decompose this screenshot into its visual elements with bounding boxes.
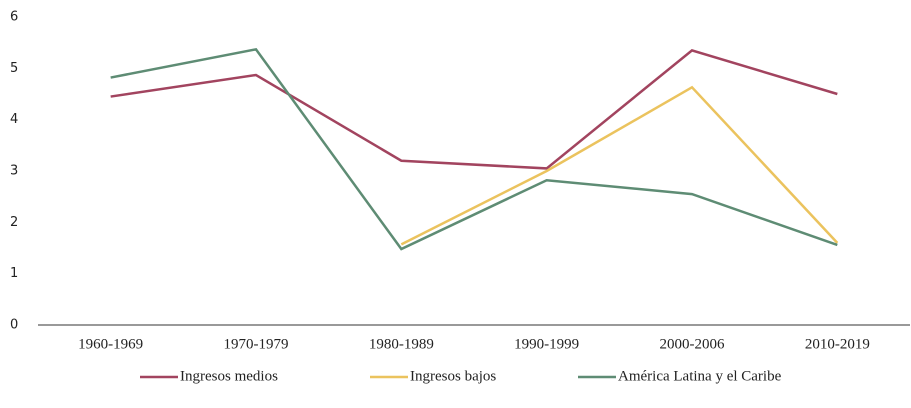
x-tick-label: 1980-1989 [369,336,434,352]
legend-label: Ingresos bajos [410,368,496,384]
x-tick-label: 1970-1979 [224,336,289,352]
y-tick-label: 0 [10,318,18,333]
legend-label: Ingresos medios [180,368,278,384]
legend-label: América Latina y el Caribe [618,368,782,384]
y-tick-label: 1 [10,266,18,281]
series-line [400,85,839,246]
y-tick-label: 4 [10,112,18,127]
y-tick-label: 2 [10,215,18,230]
y-tick-label: 5 [10,61,18,76]
x-tick-label: 1960-1969 [78,336,143,352]
series-line [110,47,838,251]
y-tick-label: 6 [10,10,18,25]
x-tick-label: 2000-2006 [660,336,725,352]
y-tick-label: 3 [10,164,18,179]
series-line [110,48,838,170]
x-tick-label: 1990-1999 [514,336,579,352]
x-tick-label: 2010-2019 [805,336,870,352]
